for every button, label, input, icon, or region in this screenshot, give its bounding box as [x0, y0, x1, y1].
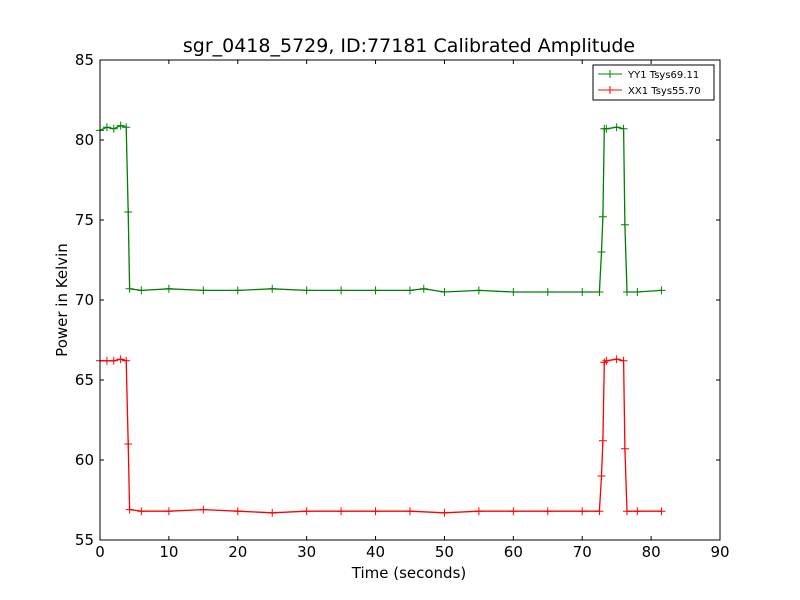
series-0-point	[124, 208, 133, 216]
series-1-point	[233, 507, 242, 516]
series-1-point	[657, 507, 666, 516]
y-tick-label: 60	[75, 451, 94, 469]
x-tick-label: 0	[95, 543, 105, 561]
series-0-point	[337, 286, 346, 295]
series-0-point	[612, 123, 621, 132]
series-0-point	[543, 288, 552, 296]
series-0-point	[440, 288, 449, 296]
legend: YY1 Tsys69.11 XX1 Tsys55.70	[592, 64, 715, 101]
series-0-point	[623, 288, 631, 296]
legend-marker-yy1	[606, 70, 614, 78]
x-tick-label: 70	[573, 543, 592, 561]
series-1-point	[509, 507, 518, 516]
series-1-point	[620, 444, 629, 453]
x-tick-label: 80	[642, 543, 661, 561]
x-tick-label: 50	[435, 543, 454, 561]
series-0-point	[164, 284, 173, 293]
series-0-point	[233, 286, 242, 295]
series-1-point	[612, 355, 621, 364]
y-tick-label: 85	[75, 51, 94, 69]
series-1-point	[116, 355, 125, 364]
x-tick-label: 40	[366, 543, 385, 561]
series-0-point	[602, 124, 611, 133]
x-axis-label: Time (seconds)	[351, 564, 467, 582]
series-1-point	[122, 356, 131, 365]
series-1-point	[102, 356, 111, 365]
series-0-point	[137, 286, 146, 295]
y-axis-label: Power in Kelvin	[53, 243, 71, 357]
x-tick-label: 30	[297, 543, 316, 561]
x-tick-label: 60	[504, 543, 523, 561]
x-tick-label: 90	[710, 543, 729, 561]
chart-title: sgr_0418_5729, ID:77181 Calibrated Ampli…	[183, 35, 635, 57]
y-tick-label: 75	[75, 211, 94, 229]
series-1-point	[124, 440, 133, 448]
series-1-point	[406, 507, 414, 516]
series-1-point	[164, 507, 173, 516]
x-tick-label: 20	[228, 543, 247, 561]
y-tick-label: 70	[75, 291, 94, 309]
series-0-point	[509, 288, 518, 296]
series-0-point	[620, 220, 629, 229]
series-1-point	[474, 507, 483, 516]
series-0-point	[597, 248, 606, 256]
series-0-point	[578, 288, 587, 296]
series-1-point	[600, 358, 609, 367]
series-0-point	[371, 286, 380, 295]
series-0-point	[633, 288, 642, 296]
series-0-point	[268, 284, 277, 293]
series-0-point	[302, 286, 311, 295]
series-1-point	[633, 507, 642, 516]
series-1-point	[619, 356, 628, 365]
legend-label-yy1: YY1 Tsys69.11	[627, 70, 699, 81]
series-1-point	[137, 507, 146, 516]
series-0-point	[595, 288, 604, 296]
legend-marker-xx1	[606, 86, 614, 94]
plot-area: 0 10 20 30 40 50 60 70 80 90 55 60 65 70 75 80 85	[75, 51, 730, 561]
y-tick-label: 55	[75, 531, 94, 549]
legend-box	[592, 64, 715, 101]
series-1-point	[543, 507, 552, 516]
series-1-point	[440, 508, 449, 517]
y-tick-label: 80	[75, 131, 94, 149]
series-0-point	[406, 286, 414, 295]
y-tick-label: 65	[75, 371, 94, 389]
series-1-point	[199, 505, 208, 514]
legend-label-xx1: XX1 Tsys55.70	[628, 86, 701, 97]
series-0-point	[598, 212, 607, 221]
series-1-point	[371, 507, 380, 516]
series-1-point	[109, 356, 118, 365]
series-0-point	[102, 123, 111, 132]
series-1-point	[302, 507, 311, 516]
x-tick-label: 10	[159, 543, 178, 561]
series-0-point	[419, 284, 428, 293]
series-0-point	[199, 286, 208, 295]
series-1-point	[125, 505, 134, 514]
series-0-point	[109, 124, 118, 133]
series-1-point	[598, 436, 607, 445]
series-1-point	[623, 507, 631, 516]
series-0-point	[474, 286, 483, 295]
series-1-point	[337, 507, 346, 516]
series-0-point	[125, 284, 134, 293]
series-1-point	[595, 507, 604, 516]
series-1-point	[602, 356, 611, 365]
series-1-point	[268, 508, 277, 517]
series-1-point	[578, 507, 587, 516]
series-0-point	[657, 286, 666, 295]
series-0-point	[116, 121, 125, 130]
series-0-point	[619, 124, 628, 133]
series-1-point	[597, 472, 606, 480]
series-0-point	[122, 123, 131, 132]
